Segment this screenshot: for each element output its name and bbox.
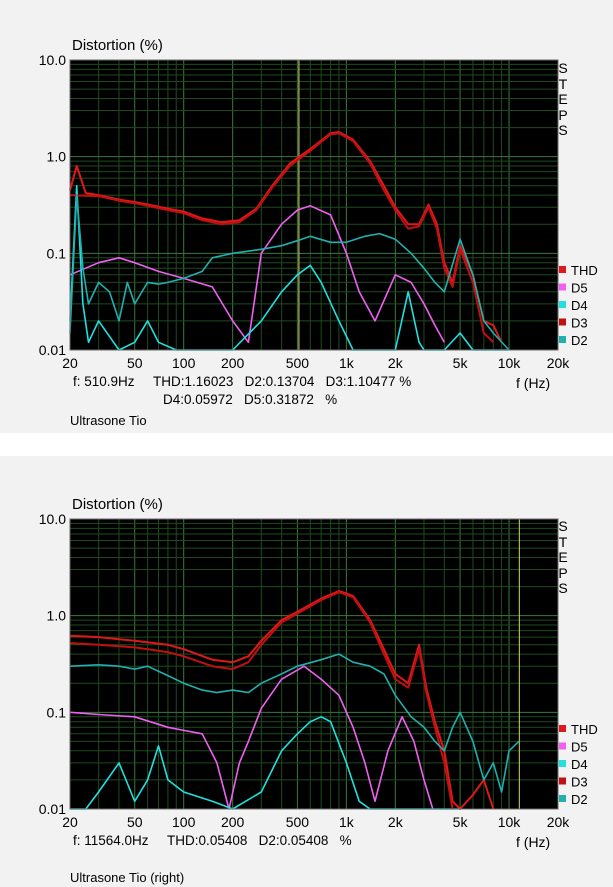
y-tick-label: 1.0	[47, 149, 67, 165]
legend-label-d5: D5	[571, 281, 588, 296]
legend-label-d4: D4	[571, 298, 588, 313]
x-tick-label: 1k	[339, 355, 355, 371]
legend-label-d2: D2	[571, 792, 588, 807]
x-axis-label: f (Hz)	[516, 375, 550, 391]
series-line-d3	[69, 591, 454, 810]
x-tick-label: 100	[172, 355, 196, 371]
legend-label-d3: D3	[571, 775, 588, 790]
legend-swatch-d4	[559, 301, 566, 308]
steps-letter: S	[558, 518, 568, 534]
x-tick-label: 10k	[498, 814, 522, 830]
legend-swatch-d2	[559, 336, 566, 343]
steps-letter: E	[558, 549, 568, 565]
x-tick-label: 20k	[547, 814, 571, 830]
steps-label: S T E P S	[557, 60, 569, 139]
chart-title: Distortion (%)	[72, 37, 163, 54]
plot-area	[70, 519, 558, 809]
legend-swatch-thd	[559, 725, 566, 732]
x-tick-label: 200	[221, 355, 245, 371]
chart-caption: Ultrasone Tio	[70, 413, 147, 428]
x-tick-label: 1k	[339, 814, 355, 830]
steps-label: S T E P S	[557, 518, 569, 597]
y-tick-label: 10.0	[39, 511, 66, 527]
steps-letter: E	[558, 91, 568, 107]
y-tick-label: 0.1	[47, 245, 67, 261]
steps-letter: T	[558, 533, 568, 550]
x-tick-label: 2k	[388, 814, 404, 830]
chart-panel-bottom: Distortion (%) 10.0 1.0 0.1 0.01 20 50 100 200 50…	[0, 456, 613, 887]
legend-swatch-thd	[559, 266, 566, 273]
x-tick-label: 20	[62, 814, 78, 830]
legend-label-d3: D3	[571, 316, 588, 331]
x-tick-label: 50	[127, 355, 143, 371]
panel-separator	[0, 433, 613, 456]
steps-letter: P	[558, 106, 568, 123]
legend-label-d4: D4	[571, 757, 588, 772]
y-tick-label: 10.0	[39, 52, 66, 68]
x-tick-label: 500	[286, 355, 310, 371]
legend-label-d2: D2	[571, 333, 588, 348]
legend-swatch-d5	[559, 742, 566, 750]
steps-letter: S	[558, 60, 568, 76]
legend-swatch-d5	[559, 283, 566, 291]
x-tick-label: 50	[127, 814, 143, 830]
legend-swatch-d4	[559, 760, 566, 767]
x-tick-label: 2k	[388, 355, 404, 371]
series-line-d4	[70, 715, 461, 810]
steps-letter: T	[558, 75, 568, 92]
chart-caption: Ultrasone Tio (right)	[70, 870, 185, 885]
series-line-thd	[69, 590, 495, 810]
legend-label-thd: THD	[571, 263, 598, 278]
steps-letter: P	[558, 564, 568, 581]
cursor-readout-line1: f: 510.9Hz THD:1.16023 D2:0.13704 D3:1.1…	[73, 374, 412, 389]
y-tick-label: 0.1	[47, 704, 67, 720]
series-line-d5	[69, 665, 434, 810]
y-tick-label: 0.01	[39, 342, 66, 358]
plot-border	[69, 59, 559, 351]
y-tick-label: 1.0	[47, 608, 67, 624]
x-tick-label: 5k	[453, 355, 469, 371]
cursor-readout-line2: D4:0.05972 D5:0.31872 %	[163, 392, 338, 407]
series-line-d2	[69, 194, 510, 351]
series-line-d3	[69, 132, 494, 344]
x-axis-label: f (Hz)	[516, 834, 550, 850]
x-tick-label: 20	[62, 355, 78, 371]
x-tick-label: 100	[172, 814, 196, 830]
chart-panel-top: Distortion (%) 10.0 1.0 0.1 0.01 20 50 100 200 50…	[0, 0, 613, 433]
chart-title: Distortion (%)	[72, 496, 163, 513]
steps-letter: S	[558, 122, 568, 138]
legend-swatch-d3	[559, 777, 566, 785]
legend-swatch-d2	[559, 795, 566, 802]
x-tick-label: 200	[221, 814, 245, 830]
x-tick-label: 10k	[498, 355, 522, 371]
y-tick-label: 0.01	[39, 801, 66, 817]
legend-label-d5: D5	[571, 740, 588, 755]
series-line-d5	[69, 205, 446, 344]
series-line-d2	[69, 653, 520, 793]
plot-border	[69, 518, 559, 810]
steps-letter: S	[558, 580, 568, 596]
legend-label-thd: THD	[571, 722, 598, 737]
x-tick-label: 5k	[453, 814, 469, 830]
series-line-d4	[69, 185, 509, 351]
x-tick-label: 500	[286, 814, 310, 830]
legend-swatch-d3	[559, 318, 566, 326]
x-tick-label: 20k	[547, 355, 571, 371]
cursor-readout-line1: f: 11564.0Hz THD:0.05408 D2:0.05408 %	[73, 833, 352, 848]
